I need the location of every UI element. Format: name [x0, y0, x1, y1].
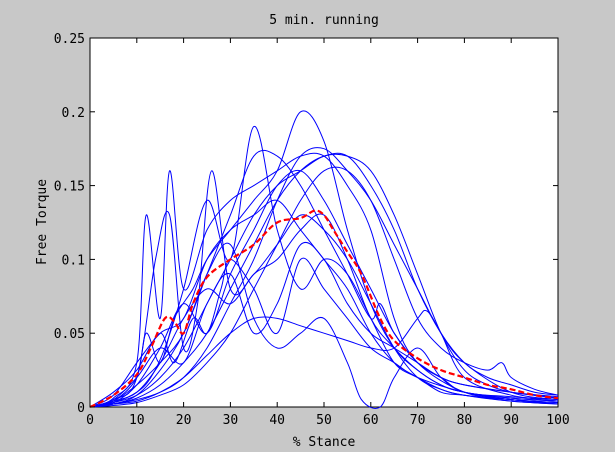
x-tick-label: 0 [86, 413, 94, 428]
y-tick-label: 0.05 [54, 327, 85, 342]
mean-series-line [89, 209, 559, 408]
y-tick-label: 0.1 [62, 253, 85, 268]
axis-layer: 0 10 20 30 40 50 60 70 80 90 100 0 0.05 0.1 0.15 0.2 0.2… [54, 32, 570, 428]
plot-area [89, 37, 559, 408]
x-tick-label: 60 [363, 413, 379, 428]
mean-layer [89, 209, 559, 408]
x-tick-label: 20 [176, 413, 192, 428]
x-tick-label: 100 [546, 413, 569, 428]
x-tick-label: 30 [223, 413, 239, 428]
trial-series-line [89, 309, 559, 408]
x-axis-label: % Stance [293, 435, 356, 450]
x-tick-label: 70 [410, 413, 426, 428]
x-tick-label: 40 [269, 413, 285, 428]
y-tick-label: 0.25 [54, 32, 85, 47]
trial-series-line [89, 169, 559, 408]
x-tick-label: 90 [503, 413, 519, 428]
trial-series-line [89, 213, 559, 408]
y-axis-label: Free Torque [35, 179, 50, 265]
y-tick-label: 0 [77, 401, 85, 416]
trial-series-line [89, 152, 559, 408]
series-layer [89, 110, 559, 409]
y-tick-label: 0.15 [54, 180, 85, 195]
x-tick-label: 10 [129, 413, 145, 428]
y-tick-label: 0.2 [62, 106, 85, 121]
x-tick-label: 80 [457, 413, 473, 428]
trial-series-line [89, 166, 559, 408]
trial-series-line [89, 242, 559, 409]
x-tick-label: 50 [316, 413, 332, 428]
trial-series-line [89, 152, 559, 408]
chart-title: 5 min. running [269, 13, 379, 28]
